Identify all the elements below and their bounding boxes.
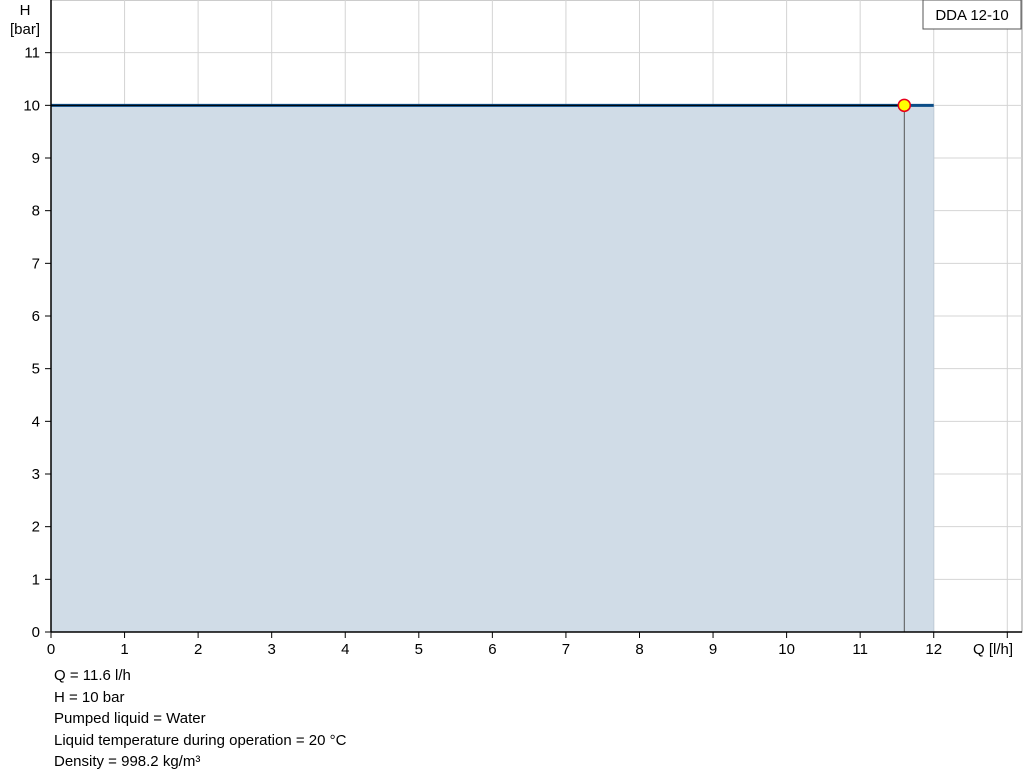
info-head: H = 10 bar [54,688,125,706]
operating-info: Q = 11.6 l/h H = 10 bar Pumped liquid = … [54,665,346,773]
y-tick-label: 8 [32,203,40,220]
x-tick-label: 4 [341,641,349,658]
info-temperature: Liquid temperature during operation = 20… [54,731,347,749]
y-tick-label: 9 [32,150,40,167]
y-tick-label: 5 [32,361,40,378]
y-tick-label: 2 [32,519,40,536]
y-axis-label-h: H [20,2,31,19]
y-axis-label-unit: [bar] [10,21,40,38]
x-tick-label: 0 [47,641,55,658]
y-tick-label: 4 [32,413,40,430]
y-tick-label: 1 [32,571,40,588]
x-tick-label: 3 [268,641,276,658]
info-flow: Q = 11.6 l/h [54,667,131,684]
x-tick-label: 1 [120,641,128,658]
y-tick-label: 0 [32,624,40,641]
x-tick-label: 12 [925,641,942,658]
y-tick-label: 6 [32,308,40,325]
y-tick-label: 3 [32,466,40,483]
x-tick-label: 6 [488,641,496,658]
x-tick-label: 7 [562,641,570,658]
marks [51,98,935,633]
legend: DDA 12-10 [922,0,1022,30]
x-tick-label: 8 [635,641,643,658]
x-axis-label: Q [l/h] [973,641,1013,658]
info-density: Density = 998.2 kg/m³ [54,753,201,770]
x-tick-label: 10 [778,641,795,658]
y-tick-label: 11 [24,45,40,62]
y-tick-label: 7 [32,255,40,272]
operating-point [897,98,912,113]
x-tick-label: 9 [709,641,717,658]
info-liquid: Pumped liquid = Water [54,710,206,727]
y-tick-label: 10 [23,97,40,114]
x-tick-label: 11 [852,641,868,658]
x-tick-label: 5 [415,641,423,658]
x-tick-label: 2 [194,641,202,658]
legend-label: DDA 12-10 [935,7,1008,24]
curve-area [51,105,934,633]
